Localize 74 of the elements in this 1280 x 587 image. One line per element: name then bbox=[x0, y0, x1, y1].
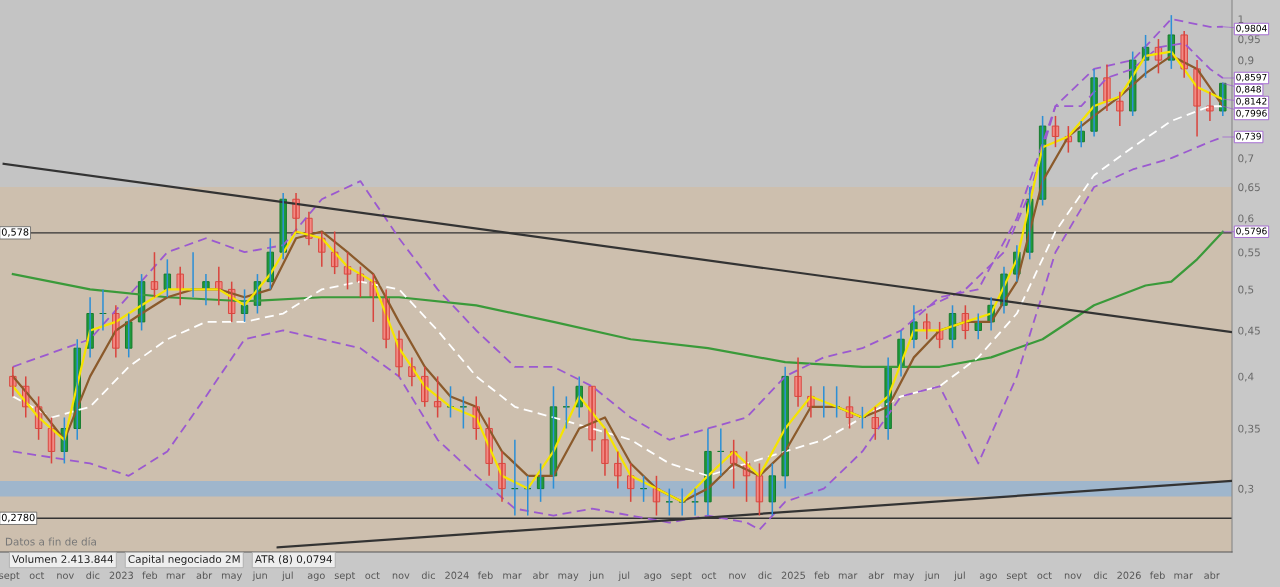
annotation: 0,9804 bbox=[1236, 24, 1267, 33]
x-tick-label: mar bbox=[503, 573, 522, 579]
annotation: 0,8142 bbox=[1236, 97, 1267, 106]
y-tick-label: 0,45 bbox=[1238, 326, 1260, 336]
y-tick-label: 0,55 bbox=[1238, 248, 1260, 258]
x-tick-label: abr bbox=[1204, 571, 1220, 579]
x-tick-label: oct bbox=[701, 572, 717, 579]
x-tick-label: feb bbox=[1149, 571, 1165, 579]
x-tick-label: oct bbox=[1037, 572, 1052, 579]
x-tick-label: jun bbox=[589, 571, 604, 581]
x-tick-label: feb bbox=[477, 571, 493, 579]
x-tick-label: 2026 bbox=[1117, 571, 1141, 579]
x-tick-label: sept bbox=[334, 572, 356, 581]
annotation: 0,739 bbox=[1236, 132, 1261, 141]
annotation: 0,848 bbox=[1236, 85, 1261, 94]
x-tick-label: dic bbox=[758, 571, 772, 579]
x-tick-label: jul bbox=[618, 571, 630, 581]
x-tick-label: dic bbox=[1093, 571, 1108, 579]
x-tick-label: ago bbox=[307, 573, 325, 581]
x-tick-label: jul bbox=[281, 571, 293, 581]
x-tick-label: 2023 bbox=[109, 571, 133, 579]
x-tick-label: nov bbox=[729, 573, 746, 579]
x-tick-label: abr bbox=[196, 571, 213, 579]
x-tick-label: feb bbox=[142, 571, 158, 579]
y-tick-label: 0,7 bbox=[1238, 154, 1254, 164]
x-tick-label: nov bbox=[392, 573, 410, 579]
x-tick-label: jul bbox=[953, 571, 965, 581]
y-tick-label: 0,35 bbox=[1238, 424, 1260, 434]
candlestick bbox=[871, 406, 879, 441]
x-tick-label: dic bbox=[86, 571, 100, 579]
x-tick-label: may bbox=[221, 573, 242, 581]
x-tick-label: may bbox=[558, 573, 579, 581]
x-tick-label: sept bbox=[671, 572, 692, 581]
x-tick-label: mar bbox=[838, 573, 858, 579]
y-tick-label: 0,3 bbox=[1238, 484, 1254, 494]
x-tick-label: nov bbox=[1064, 573, 1082, 579]
x-tick-label: sept bbox=[1006, 572, 1028, 581]
annotation: 0,5796 bbox=[1236, 227, 1267, 236]
y-tick-label: 0,6 bbox=[1238, 214, 1254, 224]
x-tick-label: nov bbox=[57, 573, 74, 579]
x-tick-label: mar bbox=[1174, 573, 1193, 579]
annotation: 0,8597 bbox=[1236, 73, 1267, 82]
x-tick-label: ago bbox=[979, 573, 997, 581]
x-tick-label: oct bbox=[365, 572, 380, 579]
ref-line-label: 0,2780 bbox=[1, 513, 35, 523]
y-tick-label: 0,65 bbox=[1238, 183, 1260, 193]
y-tick-label: 0,95 bbox=[1238, 35, 1260, 45]
annotation: 0,7996 bbox=[1236, 109, 1267, 118]
x-tick-label: jun bbox=[252, 571, 267, 581]
x-tick-label: jun bbox=[924, 571, 939, 581]
x-tick-label: 2024 bbox=[445, 571, 469, 579]
y-tick-label: 0,4 bbox=[1238, 372, 1254, 382]
text: Volumen 2.413.844 bbox=[12, 554, 114, 564]
candlestick bbox=[125, 312, 133, 359]
x-tick-label: dic bbox=[421, 571, 435, 579]
x-tick-label: mar bbox=[166, 573, 186, 579]
x-tick-label: ago bbox=[644, 573, 662, 581]
x-tick-label: oct bbox=[29, 572, 45, 579]
y-tick-label: 0,9 bbox=[1238, 56, 1254, 66]
ref-line-label: 0,578 bbox=[1, 228, 29, 237]
text: Capital negociado 2M bbox=[128, 554, 240, 566]
x-tick-label: sept bbox=[0, 572, 20, 581]
x-tick-label: abr bbox=[533, 571, 549, 579]
x-tick-label: feb bbox=[814, 571, 830, 579]
y-tick-label: 0,5 bbox=[1238, 285, 1254, 295]
annotation: Datos a fin de día bbox=[5, 537, 96, 546]
candlestick bbox=[768, 462, 777, 517]
x-tick-label: abr bbox=[868, 571, 885, 579]
x-tick-label: 2025 bbox=[781, 571, 805, 579]
candlestick bbox=[163, 258, 172, 299]
text: ATR (8) 0,0794 bbox=[254, 554, 333, 565]
y-tick-label: 1 bbox=[1238, 15, 1244, 23]
x-tick-label: may bbox=[894, 573, 915, 581]
candlestick bbox=[433, 375, 442, 419]
